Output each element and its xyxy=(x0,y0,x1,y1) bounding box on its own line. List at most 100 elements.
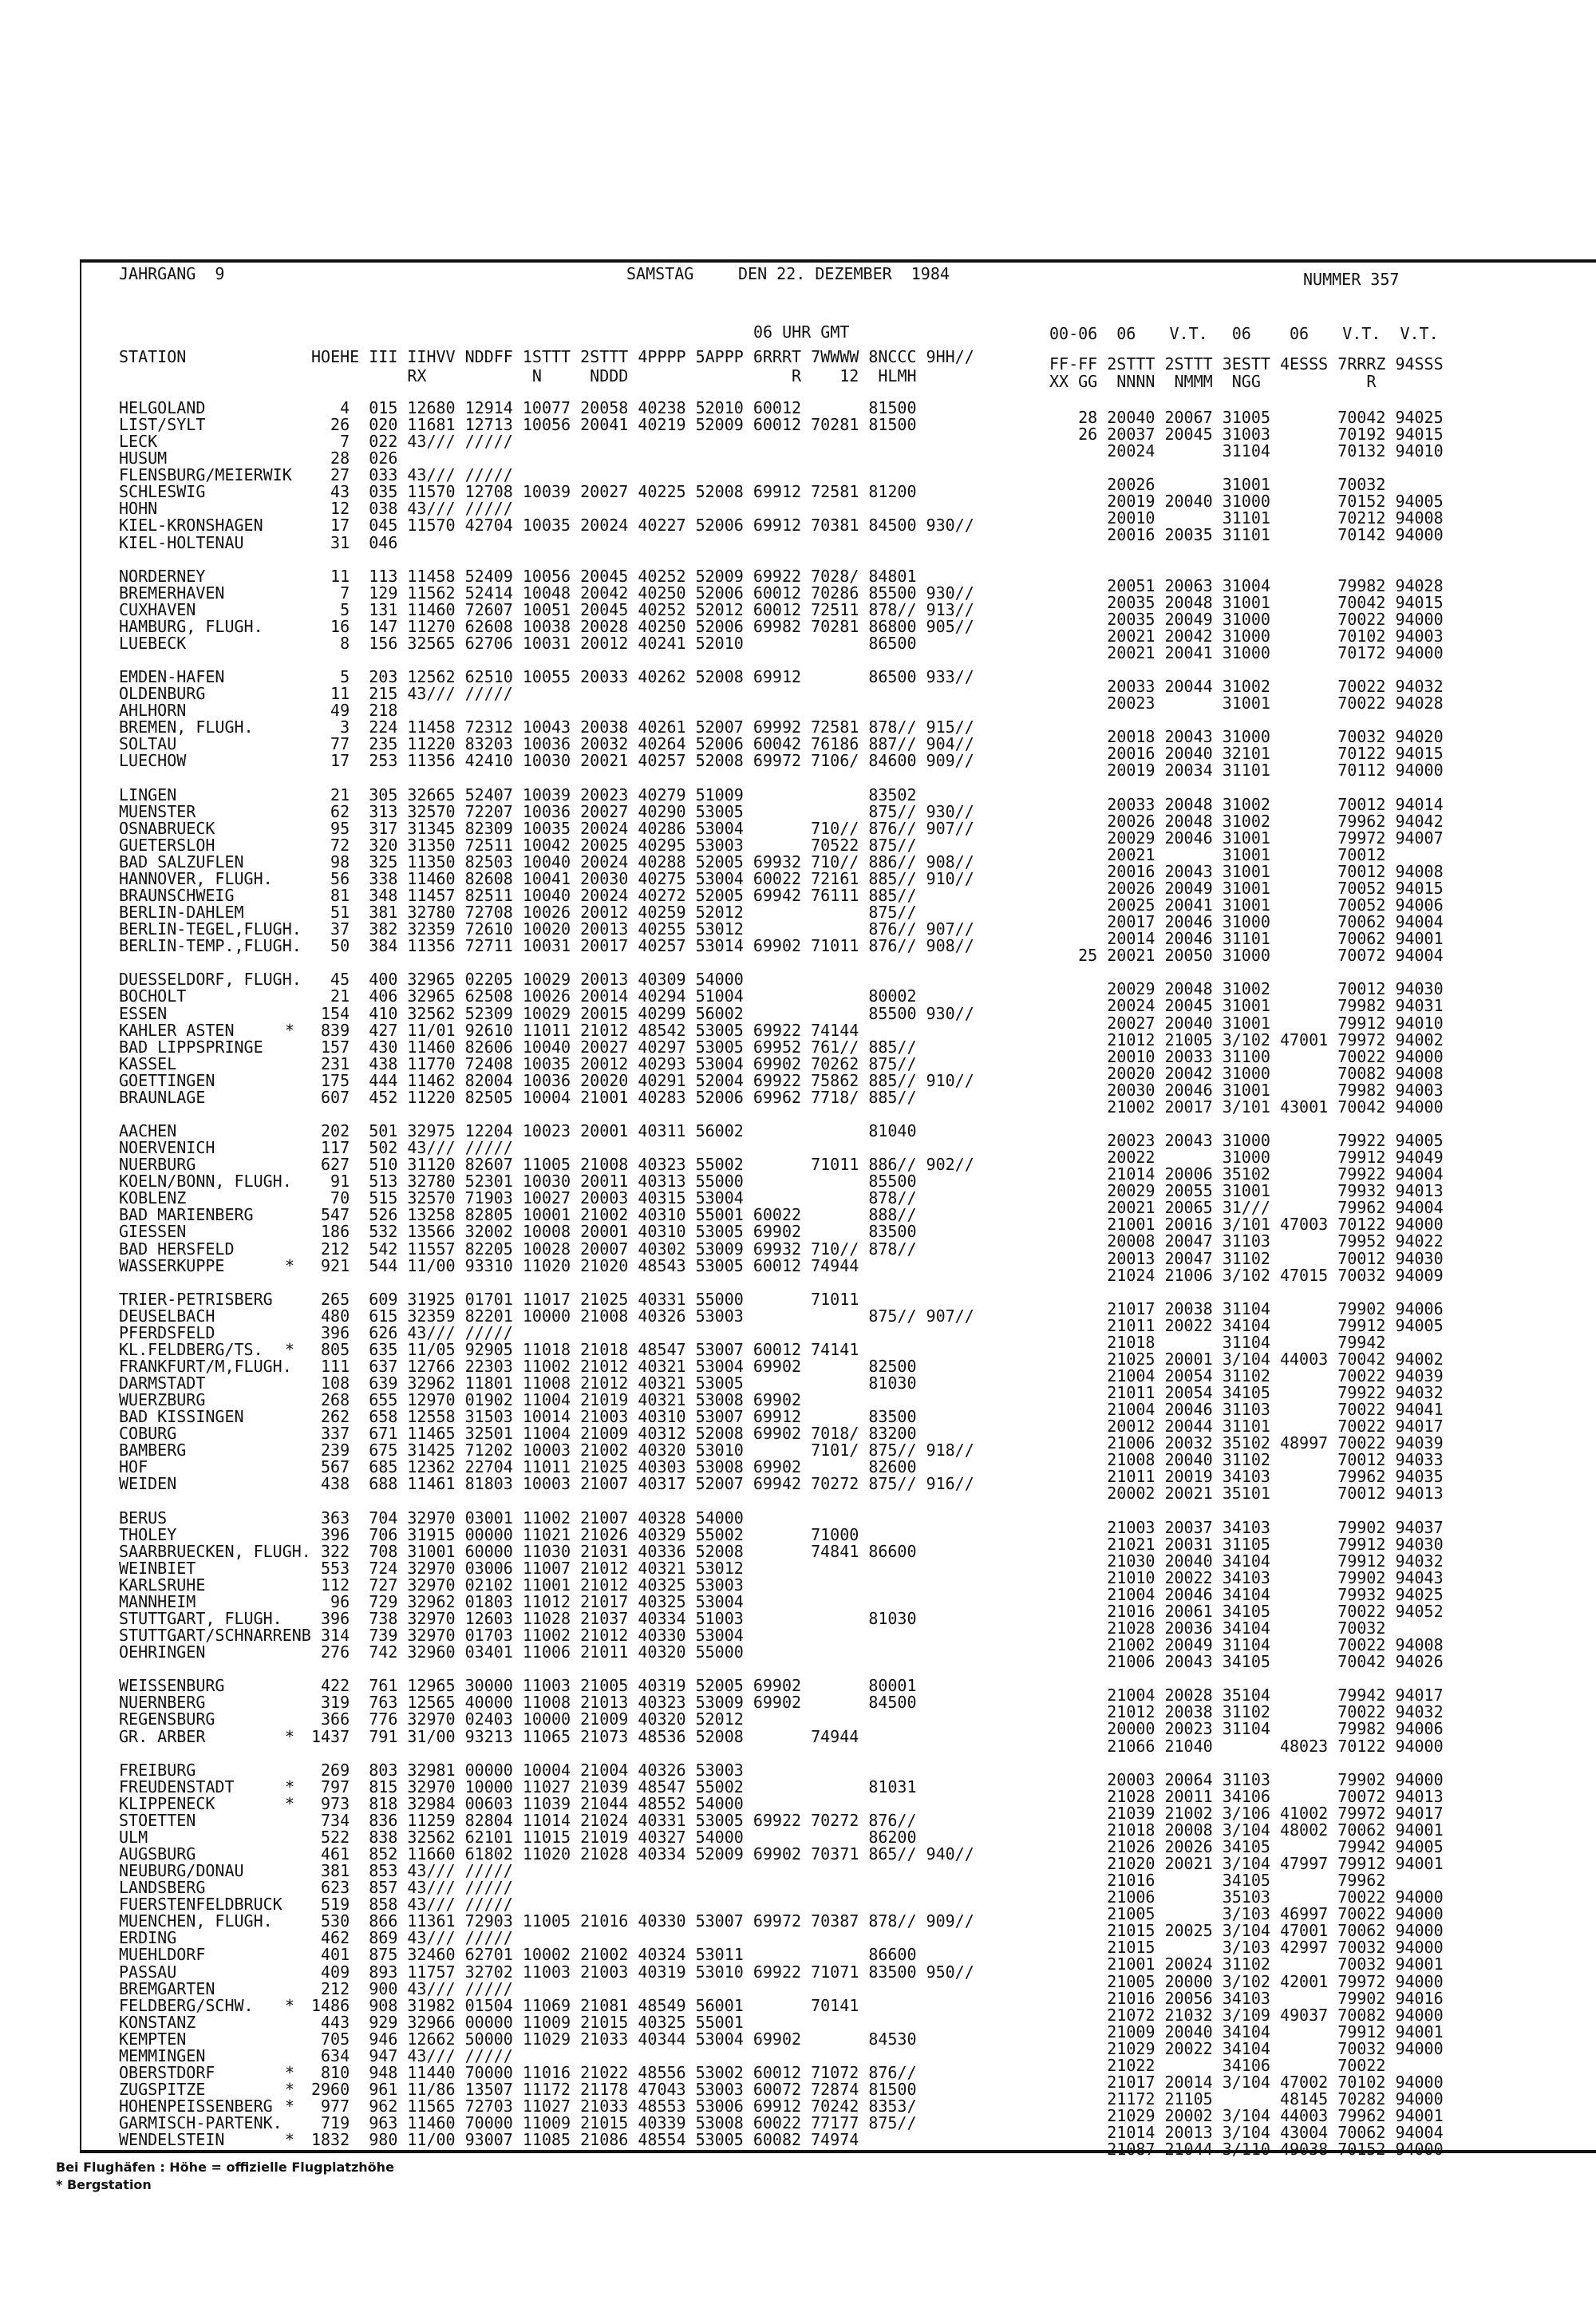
period-value: 70022 xyxy=(1337,2055,1386,2075)
observation-value: 763 xyxy=(369,1693,398,1713)
observation-value: 11757 xyxy=(407,1962,456,1982)
observation-value: 52409 xyxy=(464,566,513,586)
observation-value: 7718/ xyxy=(811,1087,859,1107)
period-value: 20022 xyxy=(1107,1148,1156,1168)
observation-value: 876// xyxy=(868,919,917,939)
observation-value: 40303 xyxy=(638,1457,686,1477)
period-value: 42001 xyxy=(1279,1971,1329,1991)
table-row: MUENSTER 62 313 32570 72207 10036 20027 40290 53… xyxy=(0,801,1596,829)
station-name: NEUBURG/DONAU xyxy=(119,1861,244,1881)
observation-value: 21031 xyxy=(580,1541,629,1561)
station-height: 396 xyxy=(321,1609,350,1629)
observation-value: 50000 xyxy=(464,2029,513,2049)
observation-value: 675 xyxy=(369,1441,398,1460)
observation-value: 75862 xyxy=(811,1070,859,1090)
station-height: 627 xyxy=(321,1155,350,1175)
observation-value: 40325 xyxy=(638,1575,686,1595)
period-value: 49037 xyxy=(1279,2005,1329,2025)
observation-value: 11801 xyxy=(464,1373,513,1393)
observation-value: 22303 xyxy=(464,1356,513,1376)
period-value: 70022 xyxy=(1337,1365,1386,1385)
observation-value: 86600 xyxy=(868,1945,917,1965)
station-height: 62 xyxy=(330,801,350,821)
period-value: 20027 xyxy=(1107,1013,1156,1033)
period-value: 47997 xyxy=(1279,1854,1329,1874)
period-value: 21018 xyxy=(1107,1820,1156,1840)
station-name: FREUDENSTADT xyxy=(119,1777,235,1796)
observation-value: 60012 xyxy=(753,398,802,417)
observation-value: 32970 xyxy=(407,1777,456,1796)
observation-value: 32562 xyxy=(407,1003,456,1023)
observation-value: 03401 xyxy=(464,1642,513,1662)
observation-value: 20033 xyxy=(580,667,629,687)
period-value: 70172 xyxy=(1337,642,1386,662)
period-value: 20061 xyxy=(1164,1601,1213,1621)
column-header: 9HH// xyxy=(926,347,974,366)
column-subheader: NGG xyxy=(1231,372,1261,391)
table-row: COBURG 337 671 11465 32501 11004 21009 40312 520… xyxy=(0,1424,1596,1452)
period-value: 94028 xyxy=(1395,694,1444,713)
observation-value: 69912 xyxy=(753,667,802,687)
table-row: WEISSENBURG 422 761 12965 30000 11003 21005 403… xyxy=(0,1678,1596,1704)
observation-value: 20013 xyxy=(580,970,629,990)
observation-value: 40255 xyxy=(638,919,686,939)
observation-value: 20020 xyxy=(580,1070,629,1090)
period-value: 31001 xyxy=(1222,694,1270,713)
observation-value: 21008 xyxy=(580,1306,629,1326)
period-value: 70032 xyxy=(1337,475,1386,495)
station-height: 363 xyxy=(321,1508,350,1528)
period-value: 70062 xyxy=(1337,1820,1386,1840)
period-value: 21028 xyxy=(1107,1786,1156,1806)
period-value: 79962 xyxy=(1337,1198,1386,1218)
period-value: 20001 xyxy=(1164,1349,1213,1369)
observation-value: 11027 xyxy=(522,2097,571,2116)
table-row: FRANKFURT/M,FLUGH. 111 637 12766 22303 11002 2… xyxy=(0,1356,1596,1384)
period-value: 20029 xyxy=(1107,828,1156,848)
table-row: THOLEY 396 706 31915 00000 11021 21026 40329 550… xyxy=(0,1526,1596,1552)
observation-value: 86500 xyxy=(868,633,917,653)
observation-value: 325 xyxy=(369,852,398,871)
observation-value: 40250 xyxy=(638,616,686,636)
station-name: GUETERSLOH xyxy=(119,835,215,855)
observation-value: 313 xyxy=(369,801,398,821)
observation-value: 69902 xyxy=(753,1457,802,1477)
station-name: GIESSEN xyxy=(119,1222,187,1242)
observation-value: 11/86 xyxy=(407,2080,456,2099)
observation-value: 11017 xyxy=(522,1289,571,1309)
table-row: BAD MARIENBERG 547 526 13258 82805 10001 21002… xyxy=(0,1205,1596,1233)
period-value: 21016 xyxy=(1107,1601,1156,1621)
station-name: MANNHEIM xyxy=(119,1591,196,1611)
period-value: 34103 xyxy=(1222,1988,1270,2008)
observation-value: 40295 xyxy=(638,835,686,855)
station-name: ZUGSPITZE xyxy=(119,2080,206,2099)
observation-value: 11465 xyxy=(407,1424,456,1444)
station-name: AUGSBURG xyxy=(119,1844,196,1864)
observation-value: 32981 xyxy=(407,1760,456,1780)
observation-value: 11270 xyxy=(407,616,456,636)
period-value: 21001 xyxy=(1107,1954,1156,1974)
observation-value: 40320 xyxy=(638,1642,686,1662)
observation-value: 40272 xyxy=(638,886,686,906)
observation-value: 10036 xyxy=(522,734,571,754)
table-row: CUXHAVEN 5 131 11460 72607 10051 20045 40252 520… xyxy=(0,601,1596,627)
observation-value: 69922 xyxy=(753,1020,802,1040)
table-row: LUEBECK 8 156 32565 62706 10031 20012 40241 5201… xyxy=(0,633,1596,661)
observation-value: 60022 xyxy=(753,1205,802,1225)
period-value: 79912 xyxy=(1337,1013,1386,1033)
period-value: 20040 xyxy=(1164,1450,1213,1470)
period-value: 31000 xyxy=(1222,946,1270,966)
observation-value: 11462 xyxy=(407,1070,456,1090)
observation-value: 82201 xyxy=(464,1306,513,1326)
observation-value: 40286 xyxy=(638,818,686,838)
period-value: 31101 xyxy=(1222,761,1270,781)
observation-value: 62510 xyxy=(464,667,513,687)
observation-value: 40293 xyxy=(638,1053,686,1073)
observation-value: 40321 xyxy=(638,1390,686,1410)
table-row: LINGEN 21 305 32665 52407 10039 20023 40279 5100… xyxy=(0,786,1596,812)
station-height: 112 xyxy=(321,1575,350,1595)
period-value: 70192 xyxy=(1337,425,1386,445)
observation-value: 84801 xyxy=(868,566,917,586)
observation-value: 52009 xyxy=(695,1844,744,1864)
mountain-station-marker: * xyxy=(285,1339,295,1359)
observation-value: 81040 xyxy=(868,1121,917,1140)
